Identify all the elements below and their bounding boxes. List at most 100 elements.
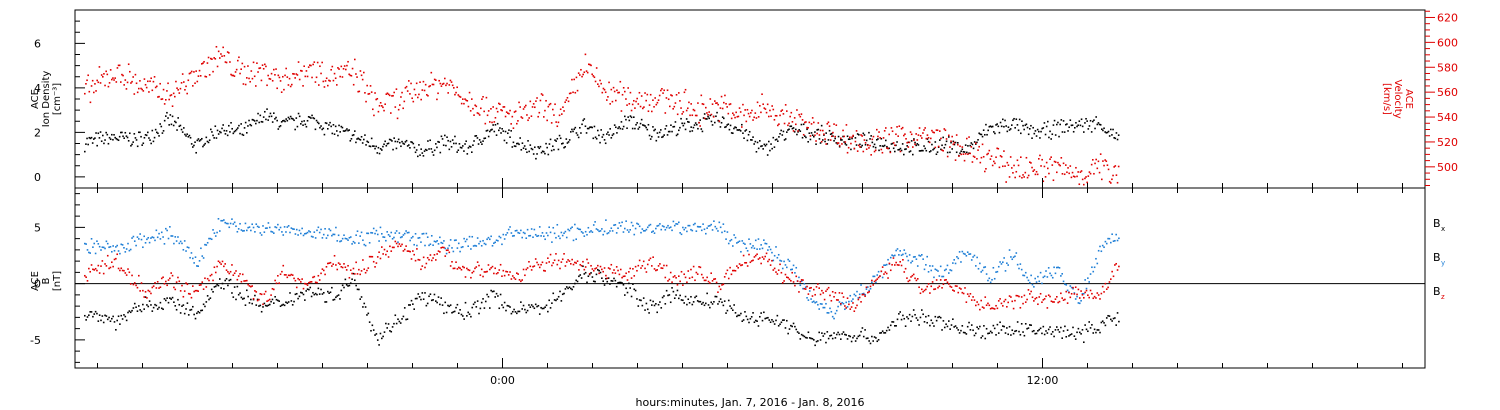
data-point	[856, 150, 859, 152]
data-point	[99, 82, 102, 84]
data-point	[954, 262, 957, 265]
data-point	[557, 259, 560, 262]
data-point	[767, 260, 769, 263]
data-point	[784, 138, 787, 140]
data-point	[1020, 296, 1023, 298]
data-point	[588, 231, 591, 233]
data-point	[451, 260, 453, 263]
data-point	[1042, 325, 1045, 328]
data-point	[995, 124, 997, 126]
data-point	[1065, 290, 1068, 293]
data-point	[499, 127, 501, 129]
data-point	[594, 80, 597, 83]
data-point	[1103, 291, 1105, 293]
data-point	[884, 264, 887, 267]
data-point	[565, 99, 568, 101]
data-point	[202, 288, 205, 291]
data-point	[871, 335, 873, 338]
data-point	[790, 279, 792, 282]
data-point	[876, 278, 879, 280]
data-point	[451, 311, 453, 314]
data-point	[1030, 324, 1032, 327]
data-point	[452, 267, 455, 270]
data-point	[386, 142, 389, 145]
data-point	[165, 280, 167, 283]
data-point	[161, 132, 164, 134]
data-point	[588, 272, 591, 275]
data-point	[972, 296, 974, 298]
data-point	[715, 102, 717, 105]
data-point	[764, 242, 766, 245]
data-point	[190, 296, 193, 299]
data-point	[413, 243, 415, 246]
data-point	[699, 119, 701, 121]
data-point	[239, 72, 241, 75]
data-point	[952, 143, 955, 146]
data-point	[390, 112, 392, 114]
data-point	[1016, 159, 1019, 162]
data-point	[630, 116, 633, 119]
data-point	[1004, 165, 1006, 167]
data-point	[354, 273, 356, 275]
data-point	[558, 114, 561, 117]
data-point	[921, 288, 923, 291]
data-point	[173, 242, 175, 245]
data-point	[97, 81, 100, 84]
data-point	[682, 226, 684, 229]
data-point	[955, 134, 958, 136]
data-point	[571, 226, 573, 229]
data-point	[943, 128, 946, 130]
data-point	[163, 298, 166, 300]
data-point	[553, 299, 556, 301]
data-point	[270, 72, 273, 75]
data-point	[341, 126, 344, 129]
data-point	[1057, 266, 1059, 269]
data-point	[702, 223, 704, 225]
by-series	[84, 218, 1120, 320]
data-point	[401, 236, 403, 238]
data-point	[1044, 133, 1047, 136]
data-point	[1042, 276, 1045, 279]
data-point	[1010, 334, 1012, 336]
data-point	[603, 88, 606, 91]
data-point	[771, 105, 773, 107]
data-point	[96, 269, 98, 272]
data-point	[727, 242, 730, 245]
data-point	[270, 294, 272, 296]
data-point	[1037, 330, 1039, 332]
data-point	[127, 268, 129, 270]
data-point	[146, 297, 148, 299]
data-point	[860, 134, 862, 136]
data-point	[375, 333, 378, 335]
data-point	[597, 83, 599, 85]
data-point	[122, 74, 124, 77]
data-point	[266, 227, 268, 229]
data-point	[775, 319, 777, 322]
data-point	[970, 259, 973, 261]
data-point	[530, 304, 533, 306]
data-point	[1062, 330, 1065, 332]
data-point	[990, 126, 993, 128]
data-point	[1118, 320, 1120, 323]
data-point	[433, 293, 436, 296]
data-point	[332, 299, 334, 301]
data-point	[516, 272, 518, 274]
data-point	[440, 135, 443, 138]
data-point	[645, 99, 647, 102]
data-point	[835, 124, 838, 126]
data-point	[421, 89, 424, 91]
data-point	[788, 328, 791, 330]
data-point	[916, 143, 919, 145]
data-point	[221, 282, 224, 285]
data-point	[548, 143, 551, 145]
data-point	[402, 107, 404, 110]
data-point	[204, 75, 206, 78]
data-point	[160, 98, 163, 101]
data-point	[678, 275, 680, 277]
data-point	[984, 337, 987, 340]
data-point	[183, 290, 186, 292]
data-point	[413, 146, 416, 149]
data-point	[287, 274, 290, 277]
data-point	[327, 234, 329, 237]
data-point	[993, 277, 996, 280]
